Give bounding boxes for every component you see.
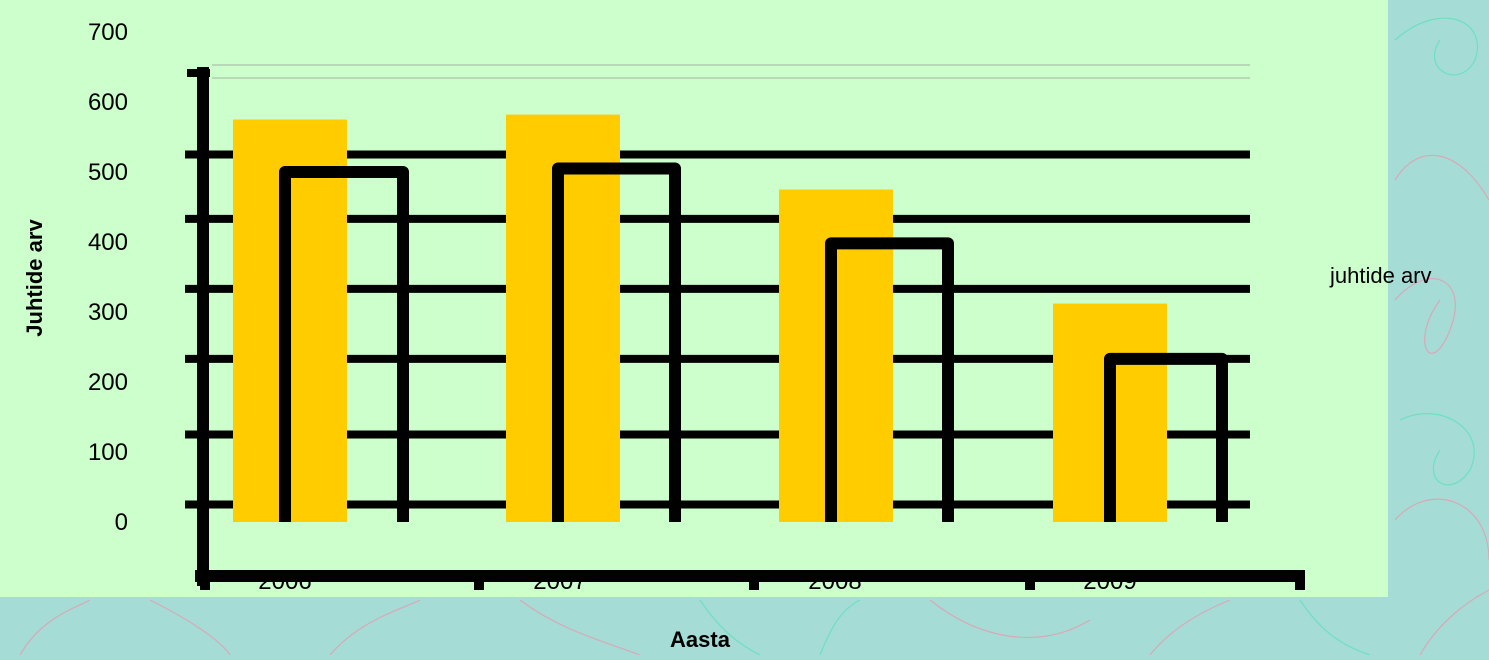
y-tick-label-500: 500 [88,159,128,186]
x-tick-labels: 2006200720082009 [195,568,1305,595]
y-tick-labels: 0 100 200 300 400 500 600 700 [88,19,128,536]
y-axis-label: Juhtide arv [22,219,47,337]
x-axis-label: Aasta [670,627,731,652]
bar-outline-2009 [1104,352,1228,522]
bar-outline-2006 [279,166,409,522]
bar-outline-2007 [552,162,681,522]
y-tick-label-700: 700 [88,19,128,46]
y-tick-label-100: 100 [88,439,128,466]
y-tick-label-200: 200 [88,369,128,396]
y-tick-label-400: 400 [88,229,128,256]
y-tick-label-300: 300 [88,299,128,326]
y-tick-label-600: 600 [88,89,128,116]
legend-label: juhtide arv [1329,263,1432,288]
background-decoration [19,17,1489,656]
bar-outlines [279,162,1228,522]
y-tick-label-0: 0 [115,509,128,536]
bar-outline-2008 [825,237,954,522]
